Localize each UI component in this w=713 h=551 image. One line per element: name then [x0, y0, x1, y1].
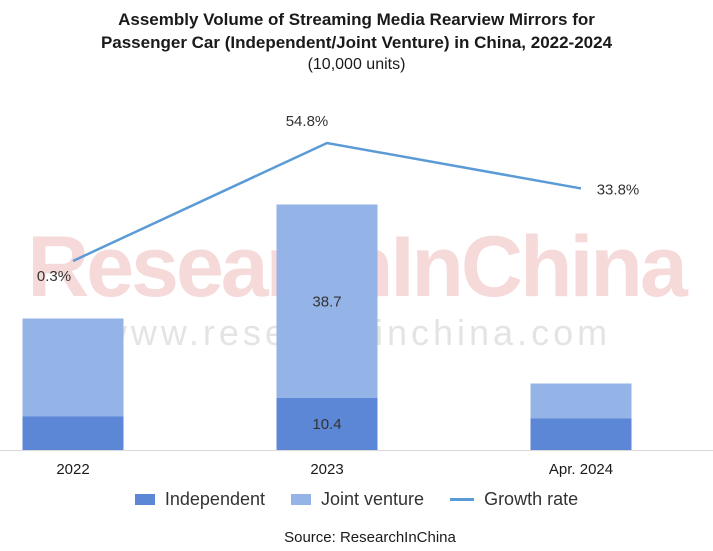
growth-rate-label-2023: 54.8%	[286, 113, 329, 130]
legend-label-independent: Independent	[164, 488, 265, 509]
x-tick-label-2022: 2022	[56, 461, 89, 478]
legend-label-growth-rate: Growth rate	[484, 488, 579, 509]
chart-legend: Independent Joint venture Growth rate	[0, 487, 713, 511]
chart-source: Source: ResearchInChina	[284, 529, 456, 546]
legend-swatch-independent	[134, 493, 155, 505]
bar-joint-venture-2023	[276, 204, 378, 398]
legend-item-joint-venture: Joint venture	[291, 489, 424, 510]
chart-subtitle: (10,000 units)	[307, 56, 406, 73]
legend-label-joint-venture: Joint venture	[321, 488, 425, 509]
growth-rate-label-apr-2024: 33.8%	[597, 181, 640, 198]
bar-independent-apr-2024	[530, 418, 632, 450]
growth-rate-label-2022: 0.3%	[37, 268, 71, 285]
x-tick-label-2023: 2023	[310, 461, 343, 478]
bar-joint-venture-apr-2024	[530, 383, 632, 419]
bar-independent-2022	[22, 416, 124, 450]
chart-title-line-1: Assembly Volume of Streaming Media Rearv…	[118, 10, 595, 29]
legend-swatch-joint-venture	[291, 493, 311, 505]
data-label-independent-2023: 10.4	[312, 416, 341, 433]
bar-independent-2023	[276, 398, 378, 450]
legend-item-independent: Independent	[134, 488, 265, 510]
legend-item-growth-rate: Growth rate	[450, 489, 578, 510]
chart-title-line-2: Passenger Car (Independent/Joint Venture…	[100, 33, 613, 52]
data-label-joint-venture-2023: 38.7	[312, 293, 341, 310]
x-tick-label-apr-2024: Apr. 2024	[549, 461, 613, 478]
bar-joint-venture-2022	[22, 318, 124, 417]
legend-swatch-growth-rate	[450, 497, 475, 501]
growth-rate-line	[72, 141, 582, 263]
